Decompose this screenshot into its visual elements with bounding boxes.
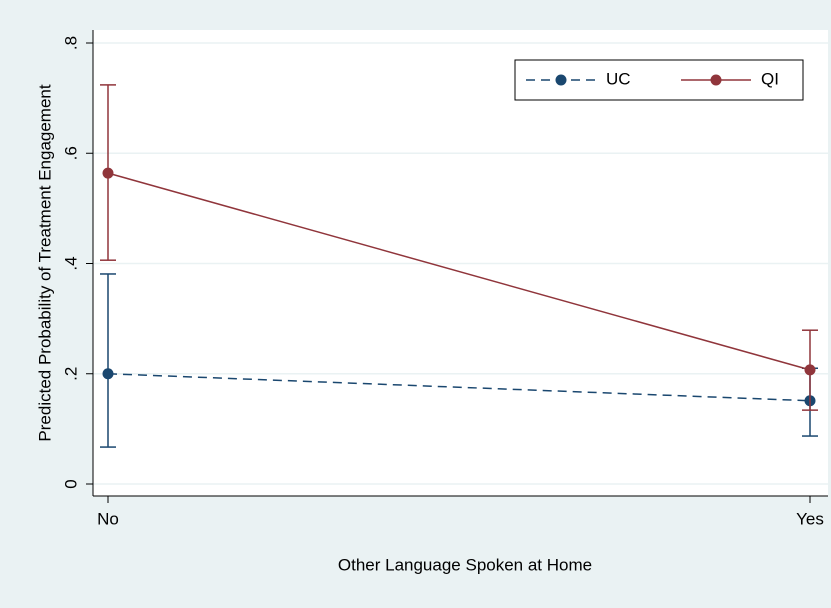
series-line bbox=[107, 373, 811, 402]
marker bbox=[102, 167, 114, 179]
marker bbox=[102, 368, 114, 380]
legend-label: QI bbox=[761, 69, 779, 88]
y-tick-label: .6 bbox=[61, 146, 80, 160]
y-tick-label: .2 bbox=[61, 367, 80, 381]
y-tick-label: .8 bbox=[61, 36, 80, 50]
series-line bbox=[107, 172, 811, 371]
legend-label: UC bbox=[606, 69, 631, 88]
x-axis-title: Other Language Spoken at Home bbox=[338, 555, 592, 574]
legend-marker bbox=[555, 74, 567, 86]
y-tick-label: 0 bbox=[61, 479, 80, 488]
x-tick-label: No bbox=[97, 509, 119, 528]
y-axis-title: Predicted Probability of Treatment Engag… bbox=[35, 84, 54, 441]
marker bbox=[804, 364, 816, 376]
y-tick-label: .4 bbox=[61, 256, 80, 270]
x-tick-label: Yes bbox=[796, 509, 824, 528]
legend-box bbox=[514, 59, 804, 101]
legend-marker bbox=[710, 74, 722, 86]
